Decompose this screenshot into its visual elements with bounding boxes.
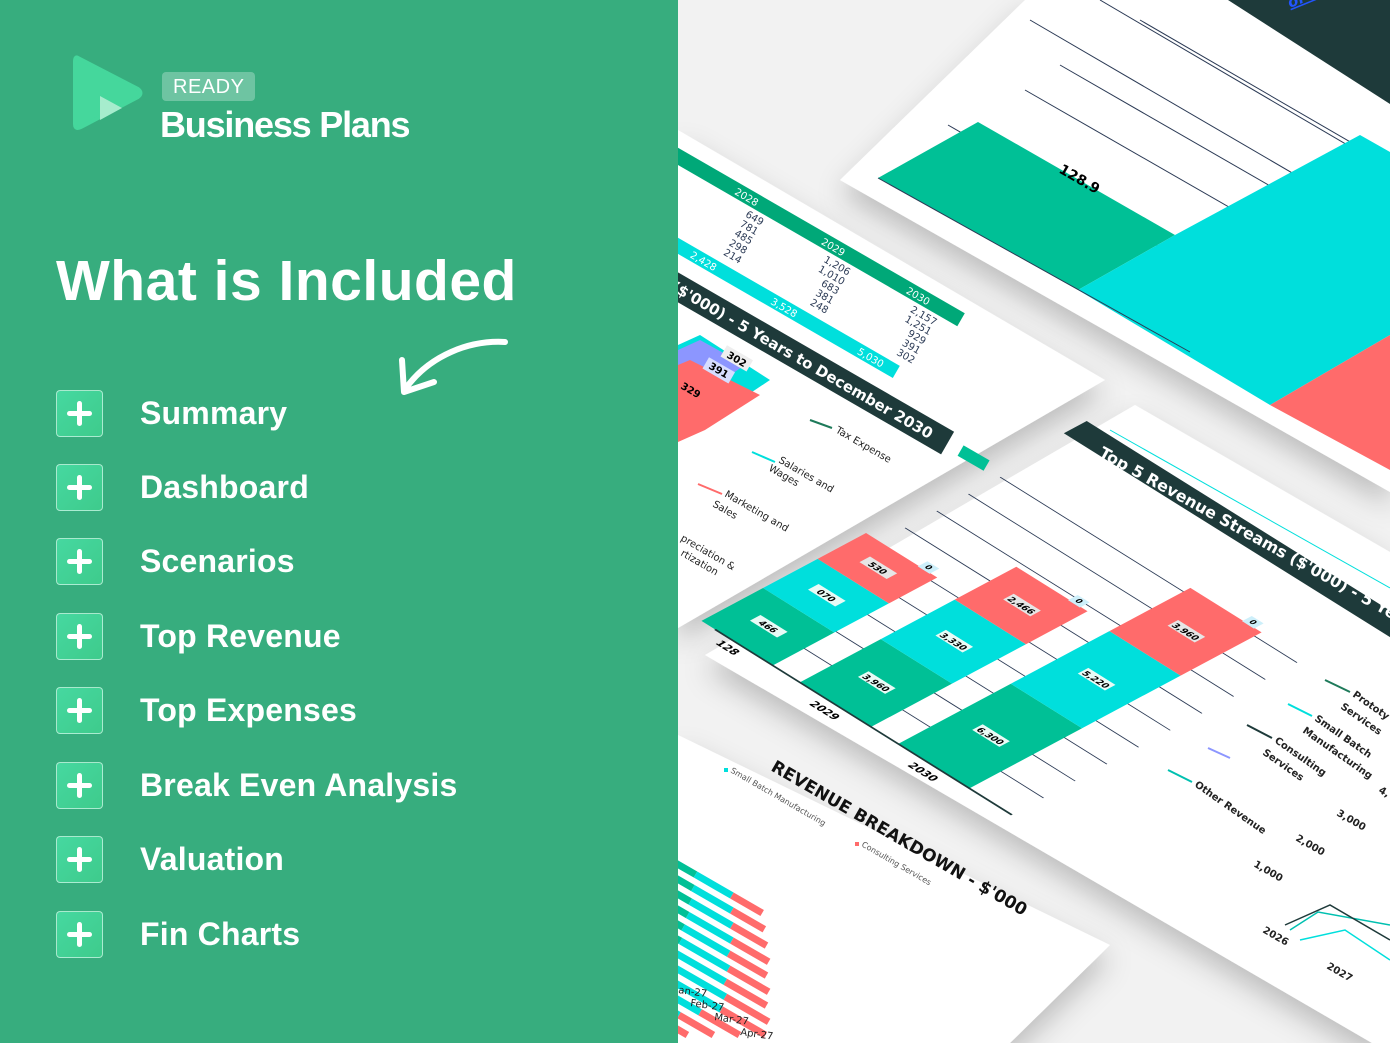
bar-segment	[678, 950, 728, 985]
item-label: Break Even Analysis	[140, 766, 458, 803]
data-label-box	[935, 629, 974, 653]
included-item-fin-charts: Fin Charts	[56, 909, 300, 959]
bar-segment	[693, 871, 734, 899]
chart-title-band	[678, 171, 955, 455]
month-label: Apr-27	[740, 1027, 774, 1042]
data-label-box	[1068, 594, 1090, 608]
top-chart-sheet: 128.9 of Content	[840, 0, 1390, 492]
included-item-top-expenses: Top Expenses	[56, 685, 357, 735]
bar-segment	[719, 1006, 768, 1039]
bar-segment	[698, 1009, 742, 1039]
data-label-box	[807, 583, 846, 607]
axis-tick: 4,	[1377, 785, 1390, 800]
left-panel: READY Business Plans What is Included Su…	[0, 0, 678, 1043]
title-band	[1228, 0, 1390, 104]
chart-bar-green	[878, 122, 1175, 290]
ready-badge: READY	[162, 72, 256, 101]
plus-checkbox-icon	[56, 463, 103, 511]
bar-segment	[688, 898, 734, 929]
data-label: 0	[922, 564, 935, 571]
bar-segment	[678, 1014, 690, 1039]
bar-segment	[678, 840, 698, 878]
item-label: Scenarios	[140, 542, 295, 579]
bar-segment	[678, 937, 731, 972]
plus-checkbox-icon	[56, 537, 103, 585]
spreadsheet-preview-collage: 128.9 of Content 2028 2029 2030 64978148…	[678, 0, 1390, 1043]
bar-segment	[726, 965, 771, 995]
data-label-box	[1242, 615, 1264, 629]
chart-title-band	[1063, 421, 1390, 709]
item-label: Fin Charts	[140, 915, 301, 952]
plus-checkbox-icon	[56, 686, 103, 734]
month-label: Mar-27	[714, 1012, 750, 1028]
included-item-scenarios: Scenarios	[56, 536, 295, 586]
included-item-top-revenue: Top Revenue	[56, 611, 341, 661]
data-label-box	[972, 724, 1010, 747]
data-label-box	[859, 556, 898, 580]
bar-segment	[730, 907, 767, 933]
plus-checkbox-icon	[56, 389, 103, 437]
data-label-box	[1077, 667, 1116, 691]
play-logo-icon	[73, 55, 143, 130]
included-item-break-even: Break Even Analysis	[56, 760, 457, 810]
item-label: Top Revenue	[140, 617, 341, 654]
data-label-box	[917, 561, 940, 574]
data-label-box	[1003, 593, 1041, 617]
included-item-summary: Summary	[56, 388, 287, 438]
month-label: Feb-27	[690, 998, 725, 1014]
data-label-box	[857, 671, 896, 694]
month-label: an-27	[678, 985, 708, 1000]
brand-name: Business Plans	[160, 104, 411, 145]
included-item-valuation: Valuation	[56, 834, 284, 884]
plus-checkbox-icon	[56, 910, 103, 958]
bar-segment	[678, 975, 724, 1013]
plus-checkbox-icon	[56, 612, 103, 660]
bar-segment	[730, 922, 769, 949]
bar-segment	[730, 937, 771, 965]
totals-band	[678, 195, 900, 378]
data-label: 0	[1247, 619, 1260, 626]
bar-segment	[678, 1012, 716, 1039]
chart-bar-cyan	[1078, 135, 1390, 405]
chart-bar-red	[1270, 335, 1390, 470]
bar-segment	[726, 950, 769, 979]
item-label: Valuation	[140, 840, 285, 877]
bar-segment	[678, 982, 702, 1016]
data-label: 0	[1072, 598, 1085, 605]
bar-segment	[723, 978, 769, 1009]
bar-segment	[691, 885, 734, 914]
plus-checkbox-icon	[56, 835, 103, 883]
bar-segment	[678, 851, 695, 892]
plus-checkbox-icon	[56, 761, 103, 809]
data-label-box	[749, 614, 788, 638]
bar-segment	[730, 892, 764, 917]
bar-segment	[681, 924, 731, 957]
bar-segment	[723, 993, 771, 1025]
curved-arrow-icon	[399, 338, 508, 395]
item-label: Summary	[140, 394, 288, 431]
bar-segment	[685, 912, 734, 944]
item-label: Dashboard	[140, 468, 309, 505]
data-label-box	[1167, 619, 1206, 643]
item-label: Top Expenses	[140, 691, 357, 728]
page-title: What is Included	[56, 249, 517, 313]
table-header-band	[678, 128, 965, 327]
line-series	[1284, 904, 1390, 961]
bar-segment	[678, 963, 728, 1000]
included-item-dashboard: Dashboard	[56, 462, 309, 512]
